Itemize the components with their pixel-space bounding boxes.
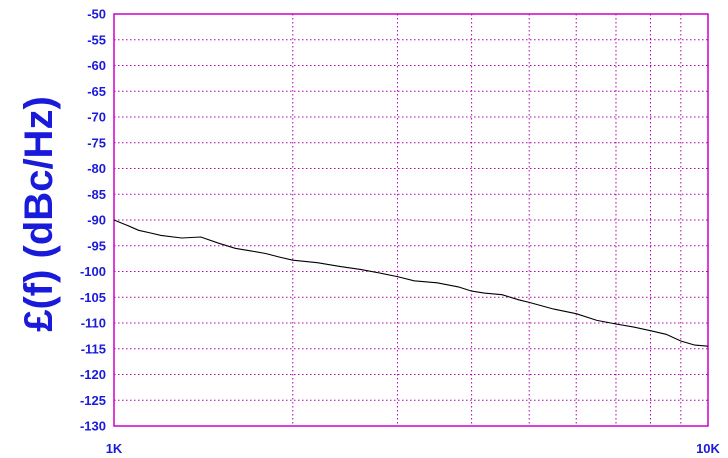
x-tick-label: 1K bbox=[106, 441, 123, 456]
y-tick-label: -65 bbox=[87, 84, 106, 99]
y-tick-label: -75 bbox=[87, 135, 106, 150]
y-axis-label: £(f) (dBc/Hz) bbox=[17, 96, 61, 332]
phase-noise-series-line bbox=[113, 219, 709, 347]
y-tick-label: -130 bbox=[80, 419, 106, 434]
y-tick-label: -55 bbox=[87, 32, 106, 47]
x-tick-label: 10K bbox=[696, 441, 720, 456]
y-tick-label: -115 bbox=[81, 341, 106, 356]
y-tick-label: -105 bbox=[80, 290, 106, 305]
series-layer bbox=[113, 219, 709, 347]
y-tick-label: -95 bbox=[87, 238, 106, 253]
y-tick-label: -60 bbox=[87, 58, 106, 73]
x-tick-labels: 1K 10K bbox=[106, 441, 721, 456]
y-tick-label: -80 bbox=[87, 161, 106, 176]
y-tick-label: -110 bbox=[81, 316, 106, 331]
y-tick-label: -125 bbox=[80, 393, 106, 408]
y-tick-labels: -50 -55 -60 -65 -70 -75 -80 -85 -90 -95 -100 -105 -1… bbox=[80, 7, 106, 434]
y-tick-label: -70 bbox=[87, 110, 106, 125]
grid-lines bbox=[114, 14, 708, 426]
y-tick-label: -120 bbox=[80, 367, 106, 382]
y-tick-label: -90 bbox=[87, 213, 106, 228]
y-tick-label: -85 bbox=[87, 187, 106, 202]
y-tick-label: -50 bbox=[87, 7, 106, 22]
y-tick-label: -100 bbox=[80, 264, 106, 279]
